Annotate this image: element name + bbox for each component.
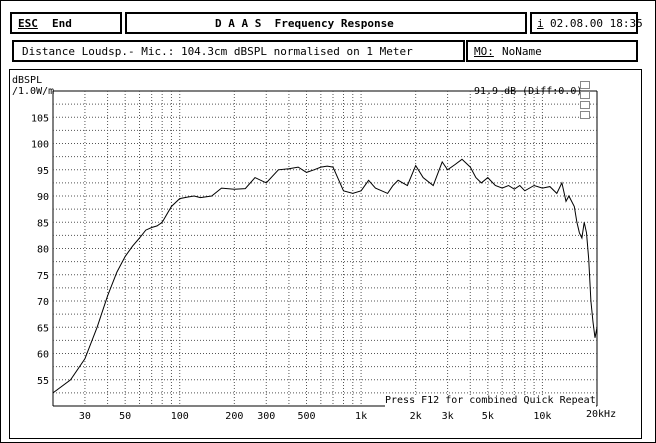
x-tick-label: 200 [225, 411, 243, 422]
marker-readout: 91.9 dB (Diff:0.0) [474, 86, 583, 97]
title-bar: D A A S Frequency Response [125, 12, 527, 34]
legend-square-3[interactable] [580, 101, 590, 109]
response-curve [52, 158, 598, 394]
y-tick-label: 105 [31, 113, 49, 124]
x-tick-label: 30 [79, 411, 91, 422]
y-tick-label: 100 [31, 140, 49, 151]
x-tick-label: 5k [482, 411, 494, 422]
x-tick-label: 300 [257, 411, 275, 422]
y-axis-unit-line2: /1.0W/m [12, 86, 55, 97]
hint-text: Press F12 for combined Quick Repeat [385, 395, 596, 407]
x-tick-label: 1k [355, 411, 367, 422]
x-tick-label: 500 [297, 411, 315, 422]
y-tick-label: 80 [37, 245, 49, 256]
model-name-button[interactable]: MO: NoName [466, 40, 638, 62]
y-axis-unit-line1: dBSPL [12, 75, 43, 86]
info-key-label: i [537, 17, 544, 30]
y-tick-label: 75 [37, 271, 49, 282]
distance-info: Distance Loudsp.- Mic.: 104.3cm dBSPL no… [12, 40, 465, 62]
mo-key-label: MO: [474, 45, 494, 58]
esc-end-button[interactable]: ESC End [10, 12, 122, 34]
x-tick-label: 2k [410, 411, 422, 422]
app-title: D A A S Frequency Response [215, 17, 394, 30]
legend-square-1[interactable] [580, 81, 590, 89]
distance-text: Distance Loudsp.- Mic.: 104.3cm dBSPL no… [22, 45, 413, 58]
date-time: 02.08.00 18:35 [550, 17, 643, 30]
end-label: End [52, 17, 72, 30]
x-tick-label: 3k [442, 411, 454, 422]
y-tick-label: 60 [37, 350, 49, 361]
legend-square-4[interactable] [580, 111, 590, 119]
y-tick-label: 55 [37, 376, 49, 387]
legend-square-2[interactable] [580, 91, 590, 99]
y-tick-label: 95 [37, 166, 49, 177]
y-tick-label: 90 [37, 192, 49, 203]
esc-key-label: ESC [18, 17, 38, 30]
y-tick-label: 70 [37, 297, 49, 308]
y-tick-label: 65 [37, 323, 49, 334]
info-date-button[interactable]: i 02.08.00 18:35 [530, 12, 643, 34]
y-tick-label: 85 [37, 218, 49, 229]
x-tick-label: 100 [171, 411, 189, 422]
x-axis-end-label: 20kHz [586, 409, 617, 420]
x-tick-label: 50 [119, 411, 131, 422]
model-name: NoName [502, 45, 542, 58]
x-tick-label: 10k [533, 411, 551, 422]
